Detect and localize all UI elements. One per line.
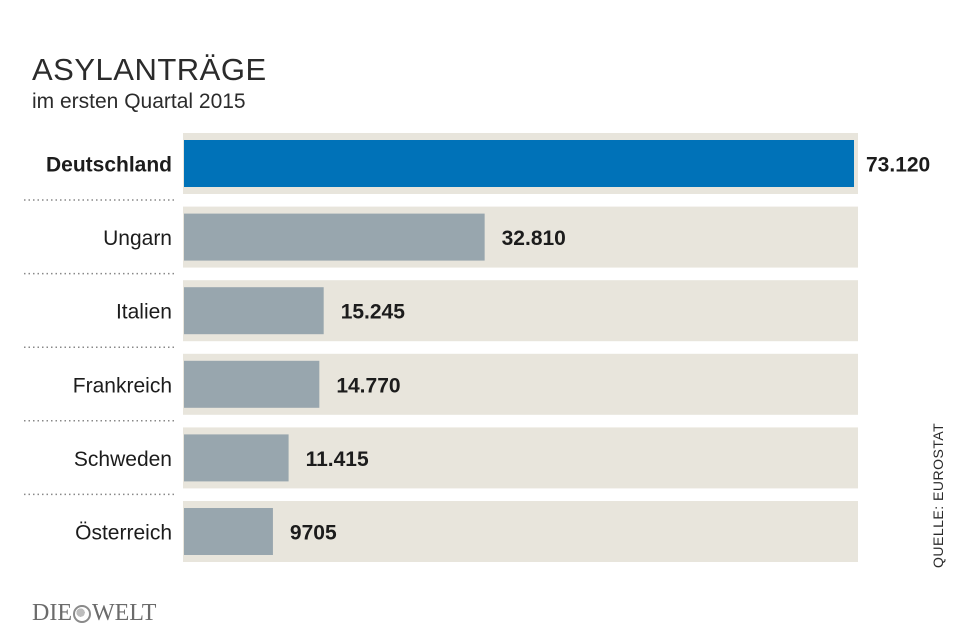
category-label: Frankreich: [73, 374, 172, 397]
bar: [184, 434, 289, 482]
source-label: QUELLE: EUROSTAT: [930, 422, 946, 568]
category-label: Italien: [116, 301, 172, 324]
chart-title: ASYLANTRÄGE: [32, 52, 267, 87]
globe-icon: [72, 604, 91, 623]
value-label: 32.810: [502, 227, 566, 250]
value-label: 15.245: [341, 301, 406, 324]
bar: [184, 508, 273, 555]
bar-track: [183, 501, 858, 562]
value-label: 73.120: [866, 154, 930, 177]
logo-text-left: DIE: [32, 600, 72, 626]
category-label: Österreich: [75, 522, 172, 545]
bar: [184, 140, 854, 187]
value-label: 11.415: [306, 448, 369, 471]
bar: [184, 213, 485, 261]
category-label: Ungarn: [103, 227, 172, 250]
category-label: Schweden: [74, 448, 172, 471]
bar: [184, 287, 324, 335]
category-label: Deutschland: [46, 154, 172, 177]
die-welt-logo: DIE WELT: [32, 600, 156, 627]
value-label: 14.770: [336, 374, 400, 397]
value-label: 9705: [290, 522, 337, 545]
chart-subtitle: im ersten Quartal 2015: [32, 90, 246, 113]
bar-track: [183, 427, 858, 489]
bar: [184, 360, 320, 408]
logo-text-right: WELT: [91, 600, 157, 626]
